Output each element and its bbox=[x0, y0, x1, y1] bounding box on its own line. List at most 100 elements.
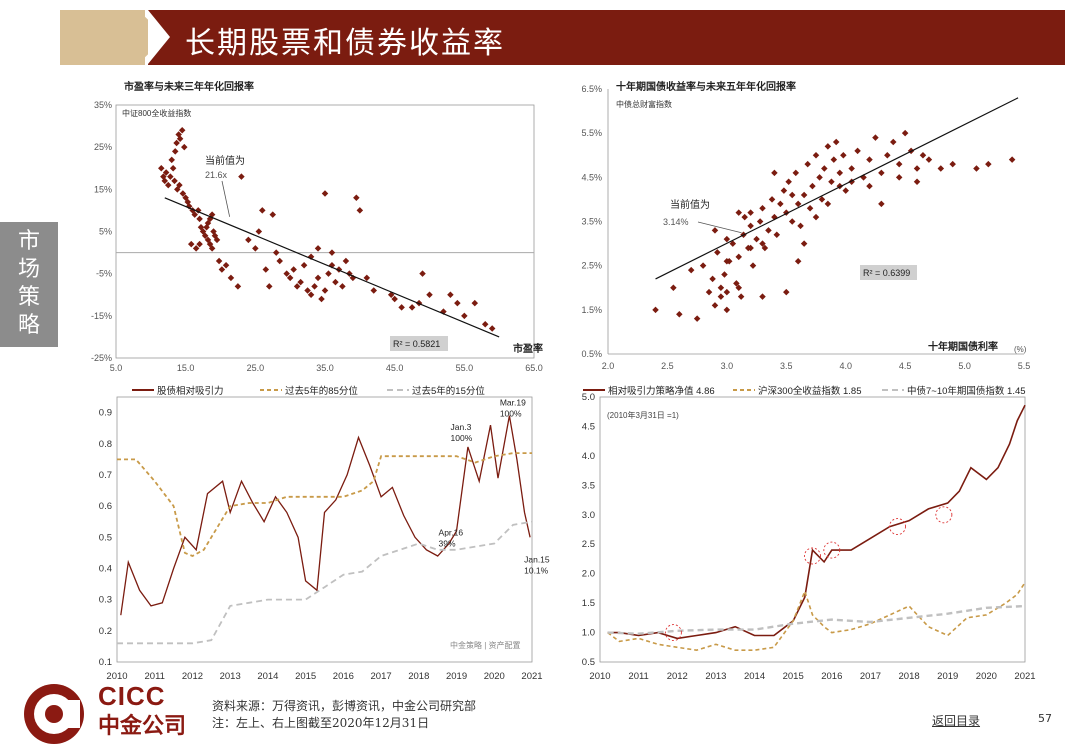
data-point bbox=[269, 211, 277, 218]
annotation-value: 39% bbox=[439, 538, 456, 548]
r2-box bbox=[390, 336, 448, 351]
x-tick-label: 2019 bbox=[446, 671, 467, 682]
x-tick-label: 2011 bbox=[628, 671, 648, 682]
chart-strategy-nav-svg: 相对吸引力策略净值 4.86 沪深300全收益指数 1.85 中债7~10年期国债指… bbox=[582, 385, 1036, 682]
header-bar bbox=[148, 10, 1065, 65]
data-point bbox=[812, 213, 820, 221]
data-point bbox=[201, 232, 209, 239]
data-point bbox=[325, 270, 332, 277]
data-point bbox=[262, 266, 270, 273]
chart-title: 市盈率与未来三年年化回报率 bbox=[124, 80, 254, 93]
x-tick-label: 2011 bbox=[145, 671, 165, 682]
annotation-date: Mar.19 bbox=[500, 398, 526, 408]
data-point bbox=[196, 240, 203, 248]
chart-strategy-nav: 相对吸引力策略净值 4.86 沪深300全收益指数 1.85 中债7~10年期国债指… bbox=[565, 380, 1043, 689]
y-tick-label: -25% bbox=[91, 353, 112, 363]
x-tick-label: 2017 bbox=[371, 671, 392, 682]
annotation-value: 3.14% bbox=[663, 217, 689, 227]
x-tick-label: 2018 bbox=[899, 671, 920, 682]
data-point bbox=[783, 288, 790, 296]
x-tick-label: 2021 bbox=[1014, 671, 1035, 682]
data-point bbox=[737, 293, 745, 300]
data-point bbox=[854, 147, 861, 155]
highlight-circle bbox=[935, 506, 953, 524]
data-point bbox=[890, 138, 897, 146]
y-tick-label: 0.3 bbox=[99, 595, 112, 606]
data-point bbox=[293, 283, 301, 290]
y-tick-label: 4.0 bbox=[582, 451, 595, 462]
x-tick-label: 3.0 bbox=[721, 361, 734, 371]
chart-relative-attractiveness: 股债相对吸引力 过去5年的85分位 过去5年的15分位 0.9 0.8 0.7 0.6 0.5… bbox=[72, 380, 550, 689]
data-point bbox=[304, 287, 311, 294]
x-tick-label: 5.0 bbox=[958, 361, 971, 371]
y-tick-label: 5.0 bbox=[582, 392, 595, 403]
y-tick-label: 1.5% bbox=[581, 305, 602, 315]
data-point bbox=[711, 302, 719, 309]
data-point bbox=[314, 245, 322, 252]
data-point bbox=[187, 240, 195, 248]
data-point bbox=[215, 257, 223, 265]
y-tick-label: -5% bbox=[96, 269, 112, 279]
data-point bbox=[222, 261, 230, 269]
annotation-value: 100% bbox=[500, 409, 522, 419]
x-tick-label: 35.0 bbox=[316, 363, 334, 373]
header-accent bbox=[60, 10, 145, 65]
data-point bbox=[711, 227, 719, 234]
y-tick-label: 4.5% bbox=[581, 172, 602, 182]
data-point bbox=[788, 218, 796, 225]
data-point bbox=[800, 191, 808, 199]
data-point bbox=[878, 200, 885, 208]
annotation-value: 10.1% bbox=[524, 565, 549, 575]
data-point bbox=[461, 312, 468, 320]
series-line bbox=[607, 604, 1026, 635]
highlight-circle bbox=[804, 547, 821, 565]
data-point bbox=[937, 165, 945, 172]
data-point bbox=[213, 236, 221, 244]
x-tick-label: 2012 bbox=[182, 671, 203, 682]
y-tick-label: 25% bbox=[94, 142, 112, 152]
x-tick-label: 4.0 bbox=[839, 361, 852, 371]
x-tick-label: 2016 bbox=[821, 671, 842, 682]
series-line bbox=[117, 520, 533, 645]
data-point bbox=[741, 213, 748, 221]
data-point bbox=[714, 249, 721, 256]
annotation-label: 当前值为 bbox=[670, 198, 710, 211]
y-tick-label: 3.5 bbox=[582, 480, 595, 491]
data-point bbox=[266, 283, 273, 290]
side-tab[interactable] bbox=[0, 222, 58, 347]
data-point bbox=[759, 293, 766, 300]
data-point bbox=[162, 169, 170, 176]
data-point bbox=[735, 253, 742, 261]
data-point bbox=[181, 143, 188, 151]
data-point bbox=[488, 325, 496, 332]
data-point bbox=[792, 169, 800, 177]
x-tick-label: 45.0 bbox=[386, 363, 404, 373]
data-point bbox=[426, 291, 433, 299]
data-point bbox=[167, 173, 174, 180]
trend-line bbox=[655, 97, 1019, 280]
y-tick-label: 6.5% bbox=[581, 84, 602, 94]
annotation-value: 100% bbox=[451, 433, 473, 443]
x-tick-label: 2020 bbox=[484, 671, 505, 682]
footnote: 注：左上、右上图截至2020年12月31日 bbox=[212, 716, 430, 730]
logo-text-en: CICC bbox=[98, 681, 166, 711]
x-tick-label: 2020 bbox=[976, 671, 997, 682]
data-point bbox=[830, 156, 838, 163]
data-point bbox=[252, 245, 259, 252]
data-point bbox=[836, 169, 844, 177]
data-point bbox=[756, 218, 764, 225]
data-point bbox=[353, 194, 360, 202]
y-tick-label: 0.1 bbox=[99, 657, 112, 668]
data-point bbox=[652, 306, 659, 314]
annotation-label: 当前值为 bbox=[205, 154, 245, 167]
logo-text-cn: 中金公司 bbox=[98, 714, 187, 739]
data-point bbox=[759, 204, 766, 212]
back-to-contents-link[interactable]: 返回目录 bbox=[932, 714, 981, 728]
data-point bbox=[765, 227, 772, 234]
y-tick-label: 0.9 bbox=[99, 408, 112, 419]
data-point bbox=[780, 187, 788, 194]
data-point bbox=[238, 173, 245, 180]
data-point bbox=[747, 222, 754, 230]
data-point bbox=[721, 271, 728, 278]
data-point bbox=[884, 151, 891, 159]
